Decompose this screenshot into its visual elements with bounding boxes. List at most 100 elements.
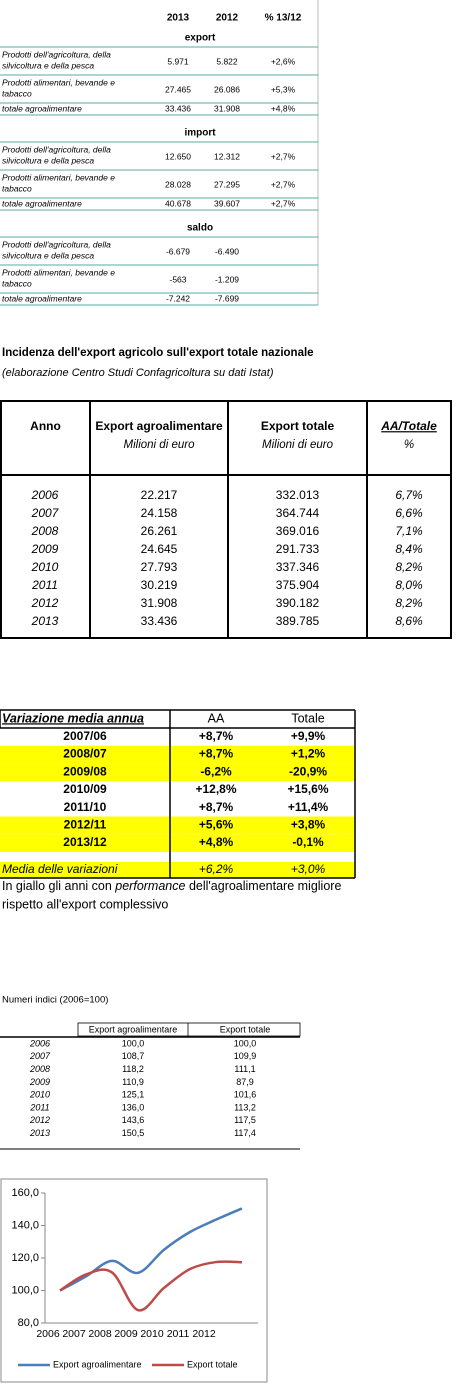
highlight: [0, 834, 355, 852]
cell: +2,7%: [271, 151, 296, 161]
cell: +15,6%: [287, 782, 328, 796]
cell: +5,3%: [271, 84, 296, 94]
header-box: [77, 1022, 301, 1037]
cell: -6,2%: [200, 764, 232, 778]
note: In giallo gli anni con performance dell'…: [2, 879, 341, 893]
cell: 143,6: [122, 1115, 145, 1125]
legend-label: Export agroalimentare: [53, 1359, 142, 1369]
cell: +11,4%: [288, 800, 329, 814]
column-unit: %: [404, 439, 414, 451]
cell: 8,2%: [395, 596, 423, 610]
subtitle: (elaborazione Centro Studi Confagricoltu…: [2, 367, 274, 379]
cell: -1.209: [215, 274, 239, 284]
cell: 332.013: [276, 488, 320, 502]
cell: -6.490: [215, 246, 239, 256]
row-label: tabacco: [2, 183, 32, 193]
cell: +2,7%: [271, 198, 296, 208]
cell: 12.650: [165, 151, 191, 161]
cell: +12,8%: [195, 782, 236, 796]
cell: 2007/06: [63, 729, 107, 743]
cell: 2013/12: [63, 835, 107, 849]
cell: 2012: [29, 1115, 50, 1125]
cell: 6,6%: [395, 506, 423, 520]
cell: 40.678: [165, 198, 191, 208]
row-label: totale agroalimentare: [2, 293, 82, 303]
row-label: tabacco: [2, 88, 32, 98]
cell: 5.971: [167, 56, 189, 66]
cell: 2011: [31, 578, 58, 592]
section-title: export: [185, 33, 216, 44]
cell: 125,1: [122, 1090, 145, 1100]
chart-frame: [0, 1178, 268, 1383]
column-header: Variazione media annua: [2, 711, 144, 725]
cell: +8,7%: [199, 800, 234, 814]
row-label: totale agroalimentare: [2, 198, 82, 208]
title: Numeri indici (2006=100): [2, 995, 108, 1006]
x-tick-label: 2009: [114, 1328, 138, 1340]
cell: 2009: [29, 1077, 50, 1087]
cell: 26.261: [141, 524, 178, 538]
row-label: Prodotti alimentari, bevande e: [2, 172, 115, 182]
cell: 31.908: [141, 596, 178, 610]
row-label: silvicoltura e della pesca: [2, 250, 94, 260]
note: rispetto all'export complessivo: [2, 897, 168, 911]
cell: 2012: [31, 596, 59, 610]
cell: +2,6%: [271, 56, 296, 66]
title: Incidenza dell'export agricolo sull'expo…: [2, 347, 314, 359]
column-header: Export totale: [220, 1024, 271, 1034]
row-label: Prodotti alimentari, bevande e: [2, 77, 115, 87]
cell: 2013: [31, 614, 59, 628]
cell: 2011: [29, 1102, 49, 1112]
cell: 390.182: [276, 596, 320, 610]
column-header: Anno: [30, 419, 61, 433]
column-header: AA: [208, 711, 225, 725]
cell: 150,5: [122, 1128, 145, 1138]
row-label: totale agroalimentare: [2, 103, 82, 113]
cell: 26.086: [214, 84, 240, 94]
cell: 117,5: [234, 1115, 256, 1125]
cell: 2009: [31, 542, 59, 556]
y-tick-label: 120,0: [11, 1252, 39, 1264]
cell: 364.744: [276, 506, 320, 520]
x-tick-label: 2006: [36, 1328, 60, 1340]
cell: 136,0: [122, 1102, 145, 1112]
cell: 2012/11: [64, 818, 107, 832]
cell: 369.016: [276, 524, 320, 538]
cell: +4,8%: [199, 835, 234, 849]
column-header: Export agroalimentare: [95, 419, 223, 433]
cell: 108,7: [122, 1051, 145, 1061]
cell: 31.908: [214, 103, 240, 113]
cell: +2,7%: [271, 179, 296, 189]
cell: 291.733: [276, 542, 320, 556]
cell: +5,6%: [199, 818, 234, 832]
column-header: Totale: [291, 711, 324, 725]
cell: 22.217: [141, 488, 178, 502]
highlight: [0, 862, 355, 878]
y-tick-label: 140,0: [11, 1219, 39, 1231]
x-tick-label: 2011: [167, 1328, 190, 1340]
cell: 7,1%: [395, 524, 423, 538]
cell: 111,1: [234, 1064, 255, 1074]
cell: +6,2%: [199, 862, 234, 876]
row-label: Prodotti dell'agricoltura, della: [2, 239, 111, 249]
cell: 375.904: [276, 578, 320, 592]
cell: 2007: [31, 506, 60, 520]
cell: 8,4%: [395, 542, 423, 556]
cell: -0,1%: [292, 835, 324, 849]
cell: 2010/09: [63, 782, 107, 796]
column-unit: Milioni di euro: [124, 439, 196, 451]
series-line: [59, 1207, 243, 1292]
note-part: performance: [114, 879, 185, 893]
cell: 2006: [31, 488, 59, 502]
cell: 2010: [31, 560, 59, 574]
highlight: [0, 745, 355, 764]
row-label: silvicoltura e della pesca: [2, 60, 94, 70]
cell: 100,0: [234, 1038, 257, 1048]
column-header: % 13/12: [265, 13, 302, 24]
column-header: Export totale: [261, 419, 335, 433]
x-tick-label: 2012: [192, 1328, 216, 1340]
cell: 33.436: [165, 103, 191, 113]
cell: 28.028: [165, 179, 191, 189]
column-header: Export agroalimentare: [89, 1024, 178, 1034]
